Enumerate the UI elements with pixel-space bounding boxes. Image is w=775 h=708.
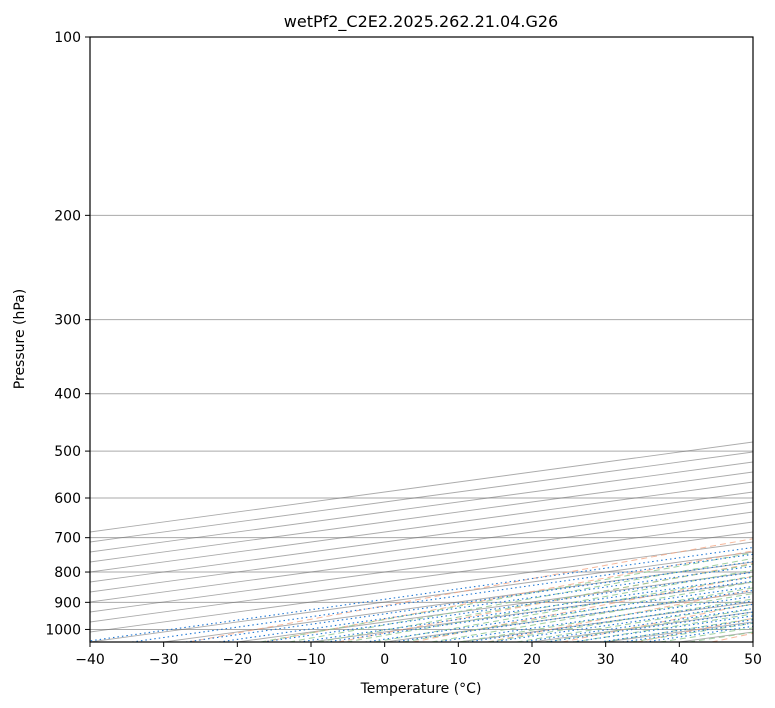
x-tick-label: 30 (597, 652, 615, 668)
isotherm-line (90, 521, 753, 613)
x-tick-label: 10 (449, 652, 467, 668)
moist-adiabat-line (346, 569, 753, 642)
isotherm-line (90, 491, 753, 583)
y-tick-label: 100 (54, 30, 81, 46)
x-tick-label: −30 (149, 652, 179, 668)
y-tick-label: 800 (54, 565, 81, 581)
plot-frame (89, 36, 754, 643)
mixing-ratio-line (467, 600, 753, 642)
y-tick-label: 400 (54, 387, 81, 403)
mixing-ratio-line (492, 603, 753, 642)
moist-adiabat-line (317, 563, 753, 642)
isotherm-line (90, 531, 753, 623)
y-tick-label: 500 (54, 444, 81, 460)
x-tick-label: 50 (744, 652, 762, 668)
isotherm-line (90, 471, 753, 563)
isotherm-line (90, 461, 753, 553)
y-tick-label: 900 (54, 595, 81, 611)
y-tick-label: 1000 (45, 622, 81, 638)
isotherm-line (90, 501, 753, 593)
y-tick-label: 300 (54, 313, 81, 329)
x-axis-label: Temperature (°C) (360, 681, 482, 697)
isotherm-line (90, 511, 753, 603)
chart-title: wetPf2_C2E2.2025.262.21.04.G26 (284, 12, 558, 32)
mixing-ratio-line (185, 561, 753, 642)
y-tick-label: 700 (54, 531, 81, 547)
x-tick-label: −40 (75, 652, 105, 668)
y-tick-label: 200 (54, 208, 81, 224)
moist-adiabat-line (403, 581, 753, 642)
mixing-ratio-line (218, 565, 753, 642)
x-tick-label: 40 (670, 652, 688, 668)
axes: −40 −30 −20 −10 0 10 20 30 40 50 100 200 300 400 500 60… (45, 30, 762, 668)
x-tick-label: −10 (296, 652, 326, 668)
moist-adiabat-line (431, 587, 753, 642)
y-tick-label: 600 (54, 491, 81, 507)
x-tick-label: 20 (523, 652, 541, 668)
mixing-ratio-line (131, 553, 753, 642)
x-tick-label: 0 (380, 652, 389, 668)
x-tick-label: −20 (223, 652, 253, 668)
moist-adiabat-line (487, 598, 753, 642)
background-lines (90, 37, 753, 642)
isotherm-line (90, 481, 753, 573)
isotherm-line (90, 451, 753, 543)
y-axis-label: Pressure (hPa) (12, 289, 28, 389)
